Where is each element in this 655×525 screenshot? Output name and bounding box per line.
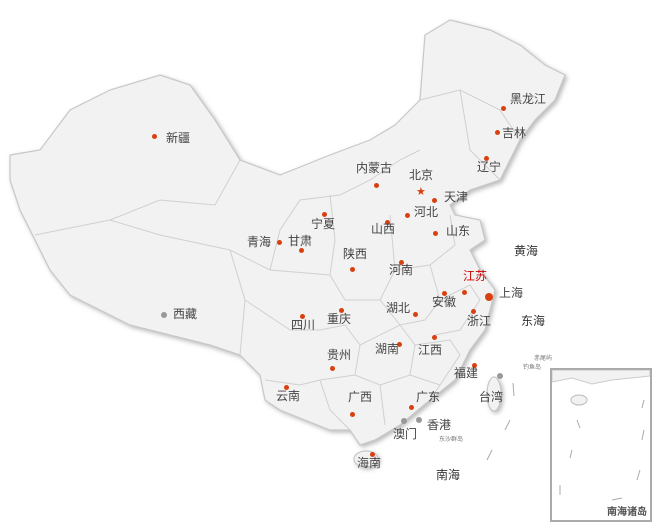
nine-dash-line bbox=[486, 382, 515, 461]
marker-qinghai[interactable] bbox=[276, 239, 282, 245]
marker-yunnan[interactable] bbox=[283, 384, 289, 390]
marker-jiangxi[interactable] bbox=[431, 334, 437, 340]
marker-shaanxi[interactable] bbox=[349, 266, 355, 272]
label-beijing[interactable]: 北京 bbox=[409, 168, 434, 182]
label-macau[interactable]: 澳门 bbox=[393, 427, 418, 441]
label-xizang[interactable]: 西藏 bbox=[173, 307, 198, 321]
label-sichuan[interactable]: 四川 bbox=[291, 318, 316, 332]
label-tianjin[interactable]: 天津 bbox=[444, 190, 469, 204]
marker-xizang[interactable] bbox=[161, 312, 167, 318]
marker-shanghai[interactable] bbox=[485, 293, 493, 301]
marker-hubei[interactable] bbox=[412, 311, 418, 317]
marker-chongqing[interactable] bbox=[338, 307, 344, 313]
marker-neimenggu[interactable] bbox=[373, 182, 379, 188]
marker-hebei[interactable] bbox=[404, 212, 410, 218]
marker-macau[interactable] bbox=[401, 418, 407, 424]
label-gansu[interactable]: 甘肃 bbox=[288, 234, 313, 248]
label-fujian[interactable]: 福建 bbox=[454, 366, 479, 380]
label-yellow-sea: 黄海 bbox=[514, 244, 539, 258]
marker-tianjin[interactable] bbox=[431, 197, 437, 203]
label-jilin[interactable]: 吉林 bbox=[502, 126, 527, 140]
marker-gansu[interactable] bbox=[298, 247, 304, 253]
province-borders bbox=[34, 89, 521, 431]
marker-fujian[interactable] bbox=[471, 362, 477, 368]
marker-taiwan[interactable] bbox=[497, 373, 503, 379]
marker-anhui[interactable] bbox=[441, 290, 447, 296]
label-neimenggu[interactable]: 内蒙古 bbox=[356, 161, 393, 175]
marker-guangdong[interactable] bbox=[408, 404, 414, 410]
label-chongqing[interactable]: 重庆 bbox=[327, 312, 352, 326]
label-jiangsu[interactable]: 江苏 bbox=[463, 269, 488, 283]
label-heilongjiang[interactable]: 黑龙江 bbox=[510, 92, 547, 106]
label-guangdong[interactable]: 广东 bbox=[416, 390, 441, 404]
marker-ningxia[interactable] bbox=[321, 211, 327, 217]
label-shanghai[interactable]: 上海 bbox=[499, 286, 524, 300]
marker-guizhou[interactable] bbox=[329, 365, 335, 371]
label-hubei[interactable]: 湖北 bbox=[386, 301, 411, 315]
marker-jiangsu[interactable] bbox=[461, 289, 467, 295]
label-zhejiang[interactable]: 浙江 bbox=[467, 314, 492, 328]
label-guangxi[interactable]: 广西 bbox=[348, 390, 373, 404]
inset-map bbox=[551, 369, 651, 501]
label-liaoning[interactable]: 辽宁 bbox=[477, 160, 502, 174]
label-south-sea: 南海 bbox=[436, 468, 461, 482]
taiwan-shape bbox=[486, 376, 502, 412]
label-east-sea: 东海 bbox=[521, 314, 546, 328]
marker-henan[interactable] bbox=[398, 259, 404, 265]
label-henan[interactable]: 河南 bbox=[389, 263, 414, 277]
marker-hongkong[interactable] bbox=[416, 417, 422, 423]
label-dongsha: 东沙群岛 bbox=[439, 436, 464, 443]
label-taiwan[interactable]: 台湾 bbox=[479, 390, 504, 404]
mainland-shape bbox=[9, 19, 566, 446]
star-icon[interactable]: ★ bbox=[416, 185, 426, 198]
marker-shandong[interactable] bbox=[432, 230, 438, 236]
label-yunnan[interactable]: 云南 bbox=[276, 389, 301, 403]
label-hainan[interactable]: 海南 bbox=[357, 456, 382, 470]
marker-xinjiang[interactable] bbox=[151, 133, 157, 139]
south-china-sea-inset: 南海诸岛 bbox=[550, 368, 652, 522]
label-ningxia[interactable]: 宁夏 bbox=[311, 217, 336, 231]
marker-heilongjiang[interactable] bbox=[500, 105, 506, 111]
label-guizhou[interactable]: 贵州 bbox=[327, 348, 352, 362]
marker-zhejiang[interactable] bbox=[470, 308, 476, 314]
inset-title: 南海诸岛 bbox=[607, 507, 647, 518]
label-xinjiang[interactable]: 新疆 bbox=[166, 131, 191, 145]
label-qinghai[interactable]: 青海 bbox=[247, 235, 272, 249]
marker-shanxi[interactable] bbox=[384, 219, 390, 225]
label-diaoyudao: 钓鱼岛 bbox=[523, 364, 542, 371]
label-shanxi[interactable]: 山西 bbox=[371, 222, 396, 236]
label-hebei[interactable]: 河北 bbox=[414, 205, 439, 219]
label-hongkong[interactable]: 香港 bbox=[427, 418, 452, 432]
marker-hunan[interactable] bbox=[396, 341, 402, 347]
label-shaanxi[interactable]: 陕西 bbox=[343, 247, 368, 261]
marker-guangxi[interactable] bbox=[349, 411, 355, 417]
label-jiangxi[interactable]: 江西 bbox=[418, 343, 443, 357]
label-hunan[interactable]: 湖南 bbox=[375, 342, 400, 356]
label-shandong[interactable]: 山东 bbox=[446, 224, 471, 238]
marker-sichuan[interactable] bbox=[299, 313, 305, 319]
label-chiweiyu: 赤尾屿 bbox=[534, 355, 553, 362]
marker-jilin[interactable] bbox=[494, 129, 500, 135]
label-anhui[interactable]: 安徽 bbox=[432, 295, 457, 309]
marker-liaoning[interactable] bbox=[483, 155, 489, 161]
marker-hainan[interactable] bbox=[369, 451, 375, 457]
